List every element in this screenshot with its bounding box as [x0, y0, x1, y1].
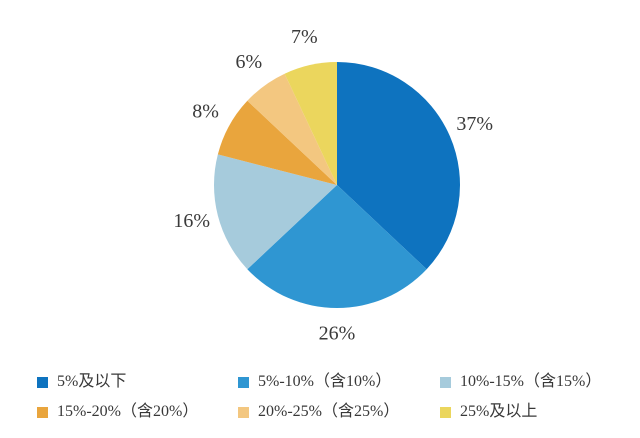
pie-data-label-5: 7%	[291, 26, 318, 48]
pie-slice-2	[213, 154, 337, 270]
legend-item-4: 20%-25%（含25%）	[238, 402, 440, 422]
legend-item-5: 25%及以上	[440, 402, 627, 422]
legend-swatch-icon	[440, 406, 451, 418]
legend-swatch-icon	[238, 406, 249, 418]
legend-item-1: 5%-10%（含10%）	[238, 372, 440, 392]
chart-legend: 5%及以下 5%-10%（含10%） 10%-15%（含15%） 15%-20%…	[37, 372, 627, 422]
legend-label: 5%及以下	[57, 373, 127, 390]
pie-data-label-3: 8%	[192, 100, 219, 122]
legend-label: 10%-15%（含15%）	[460, 373, 602, 390]
pie-data-label-1: 26%	[319, 323, 356, 345]
pie-data-labels: 37% 26% 16% 8% 6% 7%	[173, 26, 493, 344]
pie-slice-0	[337, 62, 460, 270]
legend-label: 5%-10%（含10%）	[258, 373, 392, 390]
pie-slices	[213, 62, 460, 308]
legend-item-2: 10%-15%（含15%）	[440, 372, 627, 392]
pie-slice-4	[247, 73, 337, 185]
legend-swatch-icon	[440, 376, 451, 388]
legend-item-0: 5%及以下	[37, 372, 238, 392]
pie-slice-3	[217, 100, 337, 185]
pie-data-label-4: 6%	[235, 51, 262, 73]
pie-data-label-2: 16%	[173, 210, 210, 232]
pie-slice-1	[247, 185, 427, 308]
legend-swatch-icon	[37, 406, 48, 418]
legend-item-3: 15%-20%（含20%）	[37, 402, 238, 422]
pie-slice-5	[284, 62, 337, 185]
pie-data-label-0: 37%	[456, 113, 493, 135]
legend-label: 15%-20%（含20%）	[57, 403, 199, 420]
legend-swatch-icon	[238, 376, 249, 388]
legend-label: 20%-25%（含25%）	[258, 403, 400, 420]
legend-label: 25%及以上	[460, 403, 538, 420]
legend-swatch-icon	[37, 376, 48, 388]
